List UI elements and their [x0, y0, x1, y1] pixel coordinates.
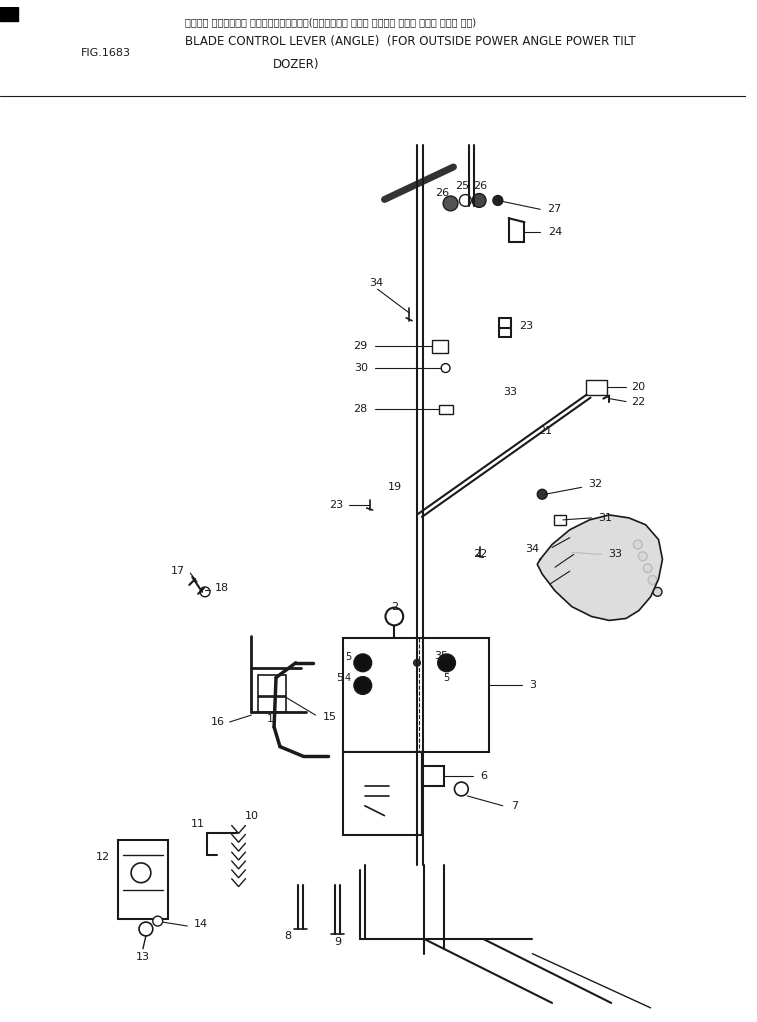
- Circle shape: [493, 195, 503, 205]
- Circle shape: [131, 863, 151, 883]
- Circle shape: [441, 364, 450, 372]
- Circle shape: [472, 193, 486, 207]
- Text: 1: 1: [267, 714, 274, 724]
- Polygon shape: [537, 515, 662, 620]
- Text: 20: 20: [631, 382, 645, 391]
- Text: 10: 10: [245, 810, 258, 821]
- Circle shape: [200, 587, 210, 597]
- Circle shape: [153, 916, 163, 926]
- Text: 23: 23: [519, 321, 534, 331]
- Text: 8: 8: [285, 931, 291, 941]
- Text: 7: 7: [511, 801, 518, 810]
- Text: 13: 13: [136, 951, 150, 962]
- Text: 22: 22: [473, 550, 488, 559]
- Circle shape: [537, 490, 547, 499]
- Bar: [0, 7, 17, 21]
- Bar: [422, 766, 444, 786]
- Text: 25: 25: [455, 181, 469, 191]
- Text: 34: 34: [369, 278, 384, 288]
- Text: 5: 5: [336, 672, 343, 683]
- Text: 28: 28: [354, 405, 368, 415]
- Text: 23: 23: [329, 500, 343, 510]
- Text: 26: 26: [435, 188, 450, 197]
- Text: 29: 29: [354, 341, 368, 352]
- Text: 15: 15: [322, 712, 336, 722]
- Text: ブレード コントロール レバー　（アングル）(アウトサイド パワー アングル パワー チルト ドーザ ヨウ): ブレード コントロール レバー （アングル）(アウトサイド パワー アングル パ…: [185, 17, 476, 27]
- Circle shape: [653, 588, 662, 596]
- Text: 4: 4: [345, 672, 351, 683]
- Text: 17: 17: [171, 566, 185, 576]
- Text: 18: 18: [215, 583, 229, 593]
- Text: 19: 19: [388, 482, 402, 493]
- Text: 5: 5: [444, 672, 450, 683]
- Bar: [343, 638, 489, 751]
- Text: 2: 2: [391, 602, 398, 611]
- Circle shape: [354, 654, 372, 671]
- Text: 30: 30: [354, 363, 368, 373]
- Circle shape: [139, 922, 153, 936]
- Text: 26: 26: [473, 181, 488, 191]
- Circle shape: [643, 564, 652, 572]
- Text: 9: 9: [335, 937, 341, 946]
- Text: 34: 34: [525, 545, 540, 555]
- Circle shape: [385, 608, 403, 625]
- Text: 22: 22: [631, 397, 645, 407]
- Text: 3: 3: [529, 681, 537, 691]
- Text: 33: 33: [503, 386, 517, 397]
- Circle shape: [443, 196, 458, 211]
- Bar: [258, 675, 286, 696]
- Text: 32: 32: [588, 479, 603, 490]
- Circle shape: [634, 540, 642, 549]
- Bar: [118, 840, 167, 919]
- Text: FIG.1683: FIG.1683: [81, 48, 131, 57]
- Bar: [586, 380, 607, 394]
- Circle shape: [638, 552, 647, 561]
- Circle shape: [454, 782, 469, 796]
- Circle shape: [354, 677, 372, 694]
- Circle shape: [648, 575, 657, 585]
- Text: 35: 35: [434, 651, 447, 661]
- Text: DOZER): DOZER): [273, 58, 319, 71]
- Text: 24: 24: [548, 227, 562, 237]
- Text: 6: 6: [480, 772, 487, 781]
- Text: 11: 11: [191, 819, 205, 829]
- Circle shape: [459, 194, 471, 206]
- Text: 12: 12: [96, 852, 111, 862]
- Bar: [554, 515, 566, 525]
- Text: BLADE CONTROL LEVER (ANGLE)  (FOR OUTSIDE POWER ANGLE POWER TILT: BLADE CONTROL LEVER (ANGLE) (FOR OUTSIDE…: [185, 35, 636, 48]
- Bar: [258, 697, 286, 712]
- Text: 31: 31: [598, 513, 612, 523]
- Circle shape: [413, 659, 420, 666]
- Bar: [431, 340, 447, 354]
- Circle shape: [438, 654, 456, 671]
- Text: 5: 5: [344, 652, 351, 662]
- Bar: [343, 751, 422, 835]
- Text: 33: 33: [609, 550, 622, 559]
- Text: 16: 16: [210, 717, 225, 727]
- Bar: [439, 405, 453, 414]
- Text: 27: 27: [547, 204, 562, 215]
- Text: 21: 21: [538, 426, 552, 436]
- Text: 14: 14: [195, 919, 208, 929]
